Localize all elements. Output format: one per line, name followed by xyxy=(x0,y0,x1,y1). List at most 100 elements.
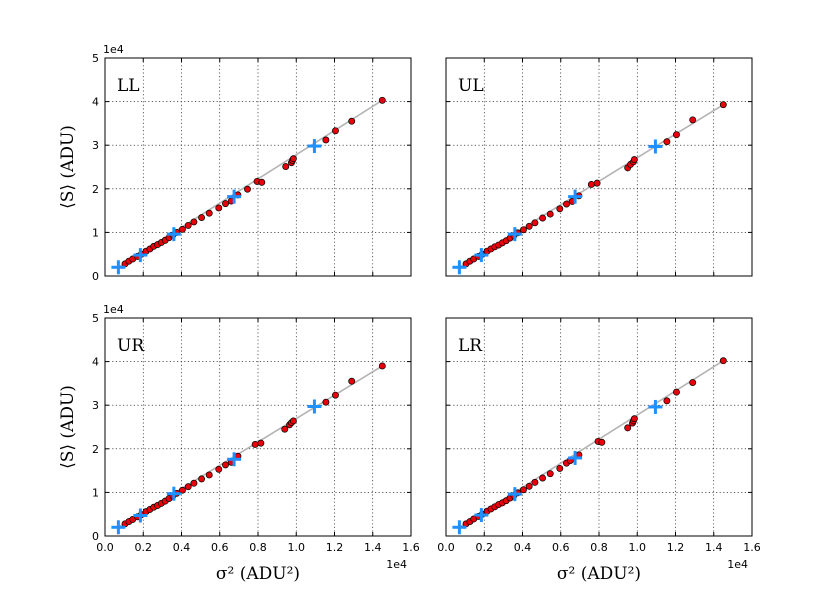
data-point-blue-cross xyxy=(648,399,663,414)
data-point-red xyxy=(378,96,386,104)
data-point-red xyxy=(282,163,290,171)
x-tick-label: 0.6 xyxy=(552,541,570,554)
data-point-blue-cross xyxy=(111,260,126,275)
y-axis-label: ⟨S⟩ (ADU) xyxy=(58,125,78,209)
data-point-red xyxy=(525,482,533,490)
x-tick-label: 1.0 xyxy=(629,541,647,554)
x-tick-label: 0.4 xyxy=(173,541,191,554)
data-point-red xyxy=(205,471,213,479)
data-point-red xyxy=(190,218,198,226)
data-point-red xyxy=(322,136,330,144)
x-tick-label: 1.6 xyxy=(743,541,761,554)
data-point-blue-cross xyxy=(507,487,522,502)
y-tick-label: 5 xyxy=(92,52,99,65)
panel-label: UR xyxy=(117,336,145,356)
y-tick-label: 4 xyxy=(92,356,99,369)
data-point-red xyxy=(673,388,680,396)
data-point-red xyxy=(630,415,638,423)
x-tick-label: 1.6 xyxy=(402,541,420,554)
panel-label: LR xyxy=(458,336,483,356)
data-point-blue-cross xyxy=(507,227,522,242)
data-point-blue-cross xyxy=(166,486,181,501)
data-point-red xyxy=(378,362,386,370)
data-point-red xyxy=(587,180,595,188)
data-point-red xyxy=(348,117,356,125)
y-tick-label: 1 xyxy=(92,226,99,239)
data-point-red xyxy=(198,214,206,222)
data-point-red xyxy=(215,465,223,473)
x-tick-label: 0.8 xyxy=(590,541,608,554)
x-tick-label: 0.0 xyxy=(437,541,455,554)
data-point-red xyxy=(215,204,223,212)
y-tick-label: 2 xyxy=(92,183,99,196)
data-point-red xyxy=(322,398,330,406)
x-axis-label: σ² (ADU²) xyxy=(216,564,300,584)
data-point-blue-cross xyxy=(227,452,242,467)
x-tick-label: 0.2 xyxy=(135,541,153,554)
y-tick-label: 0 xyxy=(92,270,99,283)
data-point-blue-cross xyxy=(474,508,489,523)
panel-ul: UL xyxy=(445,57,753,277)
x-tick-label: 0.6 xyxy=(211,541,229,554)
data-point-red xyxy=(563,200,570,208)
y-tick-label: 0 xyxy=(92,530,99,543)
data-point-blue-cross xyxy=(452,520,467,535)
data-point-red xyxy=(520,486,527,494)
x-tick-label: 0.8 xyxy=(249,541,267,554)
data-point-red xyxy=(663,397,671,405)
data-point-red xyxy=(198,475,206,483)
data-point-red xyxy=(630,156,638,164)
y-tick-label: 3 xyxy=(92,399,99,412)
data-point-red xyxy=(531,478,539,486)
data-point-blue-cross xyxy=(133,248,148,263)
data-point-red xyxy=(289,417,297,425)
data-point-red xyxy=(281,425,289,433)
data-point-red xyxy=(624,424,632,432)
panel-label: LL xyxy=(117,76,140,96)
data-point-blue-cross xyxy=(307,139,322,154)
data-point-red xyxy=(689,116,697,124)
data-point-red xyxy=(593,179,601,187)
data-point-red xyxy=(179,486,186,494)
data-point-red xyxy=(598,438,606,446)
data-point-red xyxy=(546,470,554,478)
x-exponent-label: 1e4 xyxy=(386,558,407,571)
data-point-blue-cross xyxy=(166,227,181,242)
data-point-red xyxy=(719,357,727,365)
y-tick-label: 4 xyxy=(92,96,99,109)
panel-label: UL xyxy=(458,76,484,96)
data-point-red xyxy=(289,155,297,163)
data-point-blue-cross xyxy=(568,189,583,204)
x-tick-label: 0.2 xyxy=(476,541,494,554)
x-tick-label: 1.2 xyxy=(667,541,685,554)
data-point-red xyxy=(251,440,259,448)
data-point-red xyxy=(222,461,229,469)
data-point-blue-cross xyxy=(474,248,489,263)
data-point-blue-cross xyxy=(227,189,242,204)
data-point-red xyxy=(258,178,266,186)
x-axis-label: σ² (ADU²) xyxy=(557,564,641,584)
data-point-red xyxy=(257,439,265,447)
data-point-red xyxy=(184,483,192,491)
x-tick-label: 0.4 xyxy=(514,541,532,554)
data-point-blue-cross xyxy=(568,450,583,465)
x-exponent-label: 1e4 xyxy=(727,558,748,571)
panel-ll: 0 1 2 3 4 5 1e4 LL ⟨S⟩ (ADU) xyxy=(58,43,412,283)
data-point-red xyxy=(556,205,564,213)
data-point-red xyxy=(332,127,339,135)
y-exponent-label: 1e4 xyxy=(103,303,124,316)
data-point-red xyxy=(539,474,547,482)
y-axis-label: ⟨S⟩ (ADU) xyxy=(58,385,78,469)
data-point-red xyxy=(205,209,213,217)
y-tick-label: 1 xyxy=(92,486,99,499)
data-point-red xyxy=(525,222,533,230)
data-point-red xyxy=(348,377,356,385)
data-point-red xyxy=(179,225,186,233)
panel-lr: 0.0 0.2 0.4 0.6 0.8 1.0 1.2 1.4 1.6 1e4 LR σ² (ADU²… xyxy=(437,317,761,584)
x-tick-label: 1.4 xyxy=(705,541,723,554)
y-exponent-label: 1e4 xyxy=(103,43,124,56)
data-point-blue-cross xyxy=(133,508,148,523)
data-point-red xyxy=(689,379,697,386)
y-tick-label: 3 xyxy=(92,139,99,152)
